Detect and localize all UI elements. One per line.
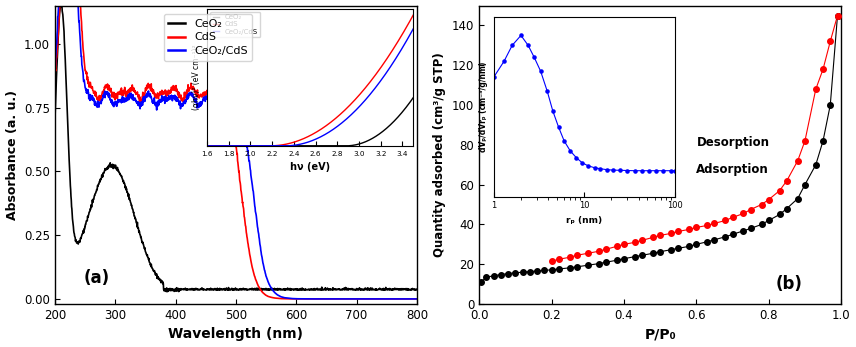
- CeO₂: [50, 117, 60, 121]
- Text: Adsorption: Adsorption: [697, 163, 770, 176]
- Line: CeO₂: CeO₂: [55, 6, 417, 292]
- CeO₂: [172, 287, 182, 291]
- CeO₂: [241, 287, 251, 291]
- CeO₂/CdS: [248, 188, 259, 193]
- CdS: [172, 88, 182, 92]
- CeO₂: [111, 166, 122, 170]
- Line: CeO₂/CdS: CeO₂/CdS: [55, 6, 417, 299]
- Line: CdS: CdS: [55, 6, 417, 299]
- CdS: [412, 297, 422, 301]
- CeO₂/CdS: [412, 297, 422, 301]
- CeO₂/CdS: [241, 136, 251, 140]
- CdS: [50, 71, 60, 75]
- CeO₂/CdS: [172, 96, 182, 100]
- CdS: [98, 91, 109, 95]
- X-axis label: P/P₀: P/P₀: [645, 328, 676, 341]
- CeO₂: [412, 287, 422, 291]
- CeO₂: [207, 287, 217, 291]
- CeO₂/CdS: [207, 95, 217, 100]
- CdS: [207, 94, 217, 98]
- CeO₂/CdS: [111, 102, 122, 106]
- CeO₂/CdS: [53, 3, 63, 8]
- CdS: [241, 223, 251, 228]
- CeO₂/CdS: [50, 59, 60, 64]
- CeO₂: [98, 171, 109, 175]
- Y-axis label: Absorbance (a. u.): Absorbance (a. u.): [5, 90, 19, 220]
- X-axis label: Wavelength (nm): Wavelength (nm): [169, 328, 303, 341]
- Text: (a): (a): [84, 269, 110, 287]
- CdS: [111, 95, 122, 100]
- Text: (b): (b): [776, 275, 803, 293]
- Legend: CeO₂, CdS, CeO₂/CdS: CeO₂, CdS, CeO₂/CdS: [164, 14, 252, 61]
- CdS: [55, 3, 65, 8]
- CeO₂/CdS: [98, 93, 109, 97]
- CeO₂: [56, 3, 66, 8]
- Text: Desorption: Desorption: [697, 136, 770, 149]
- CeO₂: [248, 288, 259, 292]
- Y-axis label: Quantity adsorbed (cm³/g STP): Quantity adsorbed (cm³/g STP): [433, 52, 447, 257]
- CeO₂: [162, 290, 172, 294]
- CdS: [248, 268, 259, 272]
